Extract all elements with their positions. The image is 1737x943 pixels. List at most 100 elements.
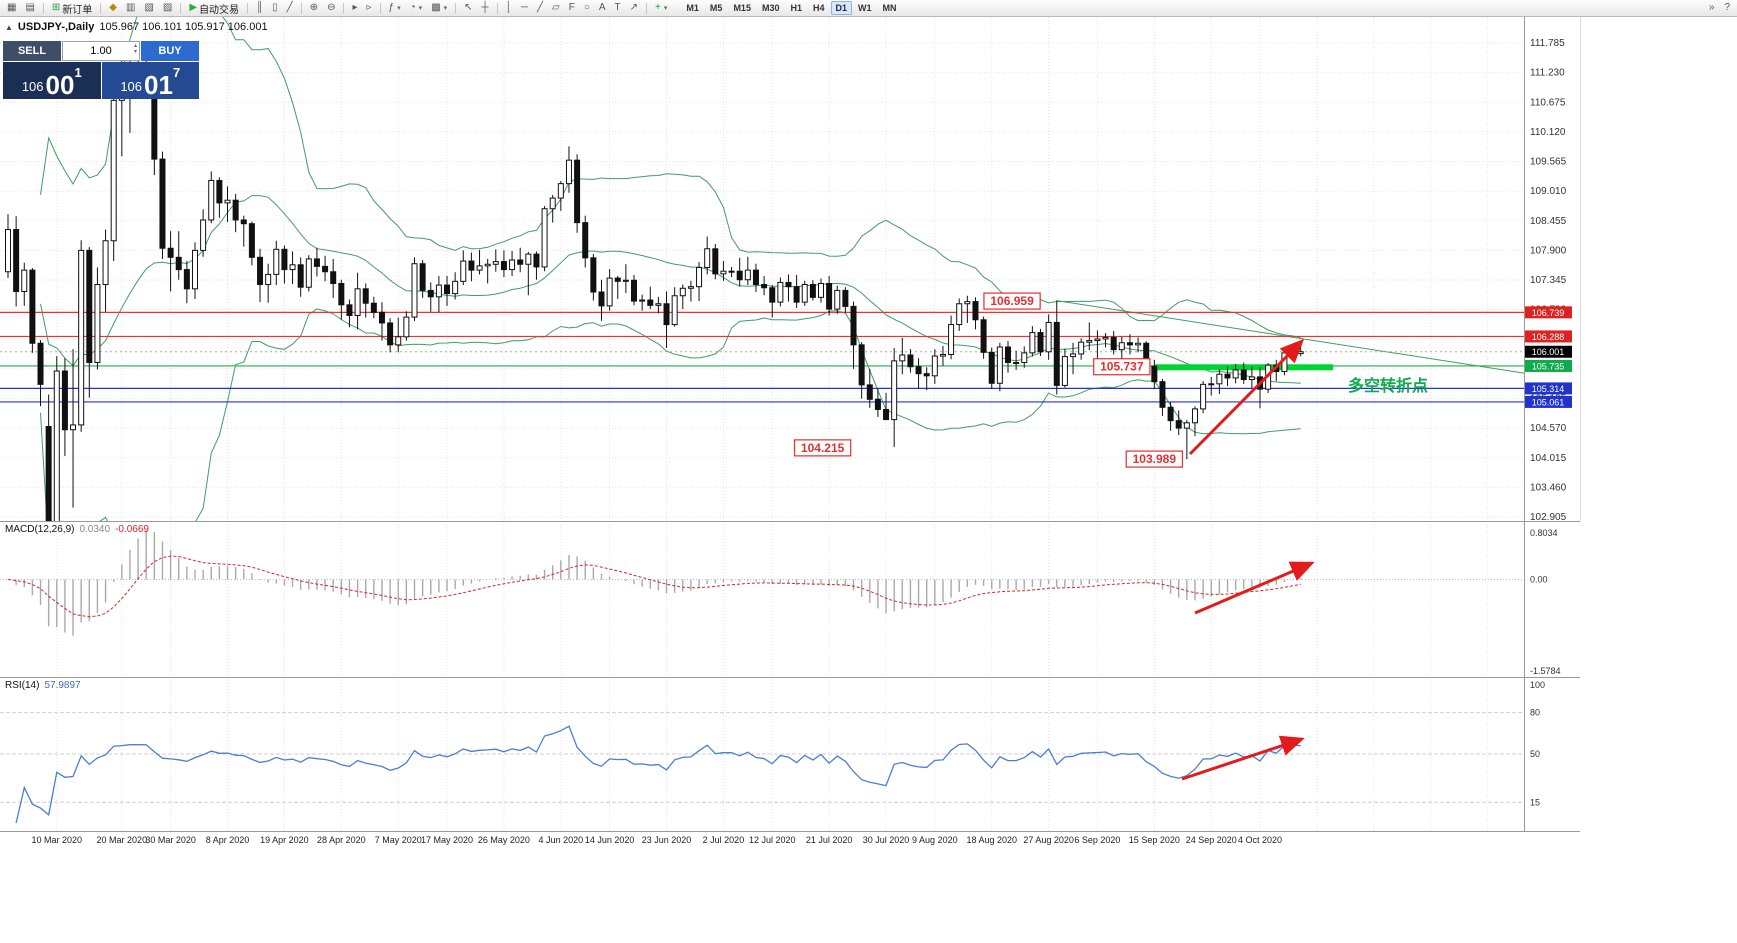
time-axis-label: 20 Mar 2020 — [96, 835, 148, 845]
horizontal-line-button[interactable]: ─ — [517, 0, 532, 16]
time-axis[interactable]: 10 Mar 2020 20 Mar 2020 30 Mar 2020 8 Apr 2… — [0, 831, 1580, 850]
timeframe-h1-button[interactable]: H1 — [790, 3, 802, 13]
svg-text:110.675: 110.675 — [1530, 97, 1566, 108]
timeframe-w1-button[interactable]: W1 — [858, 3, 872, 13]
svg-text:0.8034: 0.8034 — [1530, 528, 1558, 538]
auto-scroll-button[interactable]: ▸ — [348, 0, 361, 16]
svg-text:0.00: 0.00 — [1530, 575, 1548, 585]
channel-button[interactable]: ▱ — [548, 0, 564, 16]
price-axis[interactable]: 111.785 111.230 110.675 110.120 109.565 109.0… — [1524, 17, 1567, 521]
candles-chart-button[interactable]: ▯ — [268, 0, 282, 16]
time-axis-label: 18 Aug 2020 — [966, 835, 1017, 845]
svg-text:109.565: 109.565 — [1530, 157, 1567, 168]
shapes-button[interactable]: ○ — [580, 0, 594, 16]
chart-shift-button[interactable]: ▹ — [363, 0, 376, 16]
ask-price-prefix: 106 — [120, 79, 143, 94]
main-chart[interactable]: 111.785 111.230 110.675 110.120 109.565 109.0… — [0, 17, 1737, 521]
svg-text:104.215: 104.215 — [801, 441, 845, 455]
profiles-button[interactable]: ▤ — [21, 0, 38, 16]
time-axis-label: 28 Apr 2020 — [317, 835, 366, 845]
autotrade-button-label: 自动交易 — [199, 4, 240, 16]
buy-button[interactable]: BUY — [141, 41, 199, 61]
trendline-button[interactable]: ╱ — [533, 0, 547, 16]
market-watch-button[interactable]: ◆ — [105, 0, 121, 16]
time-axis-label: 12 Jul 2020 — [748, 835, 796, 845]
time-axis-label: 9 Aug 2020 — [912, 835, 958, 845]
line-chart-button[interactable]: ╱ — [283, 0, 297, 16]
indicators-button[interactable]: ƒ ▾ — [385, 0, 405, 16]
macd-signal-line — [7, 555, 1301, 618]
terminal-button[interactable]: ▨ — [159, 0, 176, 16]
lot-spinner[interactable]: ▴ ▾ — [134, 43, 137, 55]
timeframe-h4-button[interactable]: H4 — [812, 3, 825, 13]
bars-chart-button[interactable]: ║ — [252, 0, 267, 16]
autotrade-button[interactable]: ▶ 自动交易 — [185, 0, 243, 16]
price-annotations[interactable]: 106.959 105.737 104.215 103.989 — [793, 292, 1184, 468]
rsi-value: 57.9897 — [44, 680, 81, 691]
toolbar-overflow-button[interactable]: » — [1705, 0, 1719, 16]
new-chart-button[interactable]: ▦ — [3, 0, 20, 16]
spinner-up-icon[interactable]: ▴ — [133, 43, 137, 49]
spinner-down-icon[interactable]: ▾ — [133, 49, 137, 55]
bid-price-button[interactable]: 106 00 1 — [3, 62, 101, 99]
bid-price-big: 00 — [45, 69, 75, 100]
zoom-in-button[interactable]: ⊕ — [306, 0, 322, 16]
add-indicator-button[interactable]: + ▾ — [651, 0, 671, 16]
data-window-icon: ▥ — [126, 2, 136, 13]
sell-button[interactable]: SELL — [3, 41, 61, 61]
trend-arrow[interactable] — [1181, 735, 1305, 781]
horizontal-level-lines[interactable] — [0, 311, 1524, 403]
timeframe-m5-button[interactable]: M5 — [709, 3, 723, 13]
timeframe-m15-button[interactable]: M15 — [733, 3, 751, 13]
time-axis-label: 17 May 2020 — [420, 835, 474, 845]
fibonacci-icon: F — [568, 2, 575, 13]
one-click-collapse-icon[interactable]: ▲ — [5, 22, 13, 32]
help-button[interactable]: ? — [1720, 0, 1734, 16]
cursor-icon: ↖ — [464, 2, 473, 13]
svg-text:100: 100 — [1530, 680, 1545, 690]
chart-symbol-period: USDJPY-,Daily — [17, 21, 95, 33]
trend-arrow[interactable] — [1188, 338, 1305, 456]
trend-arrow[interactable] — [1194, 561, 1315, 615]
time-axis-label: 27 Aug 2020 — [1023, 835, 1074, 845]
svg-text:104.015: 104.015 — [1530, 453, 1567, 464]
crosshair-button[interactable]: ┼ — [478, 0, 493, 16]
timeframe-m30-button[interactable]: M30 — [761, 3, 780, 13]
rsi-panel[interactable]: 100 80 50 15 — [0, 677, 1737, 831]
timeframe-mn-button[interactable]: MN — [882, 3, 897, 13]
templates-button[interactable]: ▩ ▾ — [427, 0, 451, 16]
timeframe-m1-button[interactable]: M1 — [686, 3, 699, 13]
ask-price-button[interactable]: 106 01 7 — [101, 62, 199, 99]
svg-text:103.460: 103.460 — [1530, 482, 1567, 493]
navigator-button[interactable]: ▧ — [140, 0, 157, 16]
new-order-button[interactable]: ⊞ 新订单 — [48, 0, 96, 16]
svg-text:105.737: 105.737 — [1100, 360, 1144, 374]
data-window-button[interactable]: ▥ — [122, 0, 139, 16]
svg-text:106.288: 106.288 — [1532, 332, 1565, 342]
text-label-button[interactable]: T — [611, 0, 625, 16]
dropdown-caret-icon: ▾ — [397, 5, 401, 12]
cursor-button[interactable]: ↖ — [460, 0, 476, 16]
time-axis-label: 23 Jun 2020 — [641, 835, 692, 845]
vertical-line-button[interactable]: │ — [502, 0, 516, 16]
line-chart-icon: ╱ — [286, 2, 293, 13]
time-axis-label: 4 Oct 2020 — [1238, 835, 1283, 845]
macd-panel[interactable]: 0.8034 0.00 -1.5784 — [0, 521, 1737, 677]
svg-text:50: 50 — [1530, 749, 1540, 759]
rsi-line — [15, 725, 1301, 824]
new-order-icon: ⊞ — [51, 2, 61, 13]
periods-button[interactable]: ◔ ▾ — [406, 0, 427, 16]
time-axis-label: 4 Jun 2020 — [538, 835, 584, 845]
time-axis-label: 7 May 2020 — [374, 835, 422, 845]
overflow-icon: » — [1708, 2, 1715, 13]
arrow-objects-button[interactable]: ↗ — [626, 0, 642, 16]
terminal-icon: ▨ — [162, 2, 173, 13]
fibonacci-button[interactable]: F — [565, 0, 579, 16]
timeframe-d1-button[interactable]: D1 — [830, 1, 853, 15]
text-button[interactable]: A — [595, 0, 610, 16]
templates-icon: ▩ — [431, 2, 441, 13]
lot-size-input[interactable]: 1.00 ▴ ▾ — [62, 41, 140, 61]
zoom-out-button[interactable]: ⊖ — [323, 0, 339, 16]
macd-signal-value: -0.0669 — [115, 524, 149, 535]
